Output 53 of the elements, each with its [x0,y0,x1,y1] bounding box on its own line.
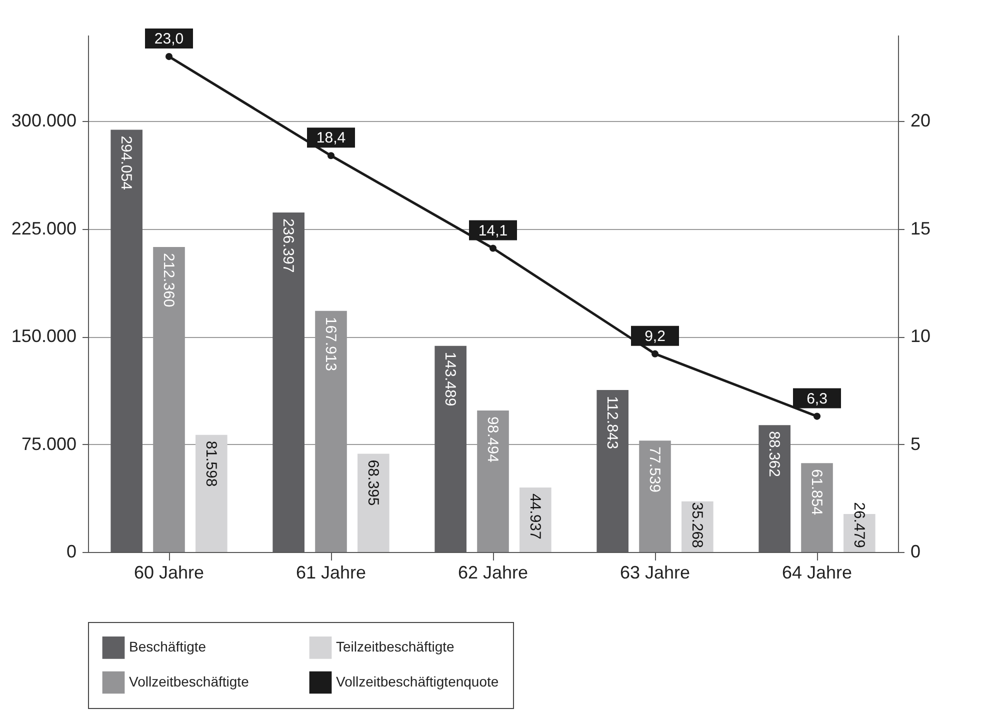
data-label: 167.913 [322,316,339,372]
point [813,412,821,420]
point [489,244,497,252]
point [327,152,335,160]
data-label: 77.539 [646,446,663,493]
data-label: 9,2 [644,328,666,345]
bar [358,454,390,552]
data-label: 6,3 [806,390,828,408]
bar [596,390,628,552]
y-tick-label: 150.000 [11,326,76,346]
legend-label: Vollzeitbeschäftigte [129,674,250,690]
data-label: 26.479 [850,502,868,548]
point [165,53,173,60]
data-label: 35.268 [688,502,706,548]
data-label: 236.397 [280,218,297,273]
data-label: 14,1 [478,222,508,240]
y2-tick-label: 10 [910,326,931,346]
data-label: 98.494 [484,416,501,462]
x-tick-label: 62 Jahre [458,562,528,582]
bar [520,487,552,552]
data-label: 44.937 [526,493,544,540]
data-label: 112.843 [604,396,621,450]
y-tick-label: 225.000 [11,218,76,238]
legend-label: Vollzeitbeschäftigtenquote [336,674,499,690]
data-label: 212.360 [160,253,177,308]
x-tick-label: 61 Jahre [296,562,366,582]
data-label: 88.362 [766,431,783,477]
y2-tick-label: 15 [910,218,931,238]
x-tick-label: 64 Jahre [782,562,852,582]
data-label: 294.054 [118,136,135,190]
data-label: 68.395 [364,460,382,506]
x-tick-label: 60 Jahre [134,562,204,582]
legend-label: Beschäftigte [129,638,206,655]
bar [434,346,466,552]
bar [758,425,790,552]
y2-tick-label: 0 [910,542,921,562]
bar [196,434,228,552]
data-label: 61.854 [808,469,825,516]
point [651,350,659,358]
y2-tick-label: 20 [910,110,931,131]
y-tick-label: 0 [66,542,76,562]
y2-tick-label: 5 [910,434,921,454]
legend-label: Teilzeitbeschäftigte [336,638,455,655]
y-tick-label: 75.000 [21,434,76,454]
data-label: 143.489 [442,352,459,406]
bar [110,130,142,552]
y-tick-label: 300.000 [11,110,76,131]
bar [272,212,304,552]
data-label: 81.598 [202,440,220,487]
data-label: 18,4 [316,130,346,147]
bar [801,463,833,552]
data-label: 23,0 [154,30,184,48]
x-tick-label: 63 Jahre [620,562,690,582]
